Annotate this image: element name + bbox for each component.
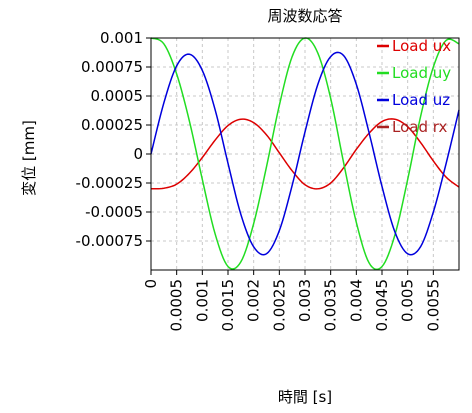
legend-label: Load ux <box>392 37 451 55</box>
legend-label: Load rx <box>392 118 448 136</box>
x-tick-label: 0.005 <box>399 279 417 322</box>
x-tick-label: 0 <box>142 279 160 289</box>
series-line-0 <box>150 118 460 190</box>
y-tick-label: 0.0005 <box>91 87 144 105</box>
y-tick-label: -0.00075 <box>76 232 143 250</box>
y-tick-label: 0.00025 <box>81 116 143 134</box>
y-tick-label: 0.00075 <box>81 58 143 76</box>
y-tick-label: 0 <box>133 145 143 163</box>
x-tick-label: 0.0005 <box>168 279 186 332</box>
x-tick-label: 0.002 <box>245 279 263 322</box>
chart-title: 周波数応答 <box>267 7 342 25</box>
x-tick-label: 0.0035 <box>322 279 340 332</box>
x-tick-label: 0.0045 <box>373 279 391 332</box>
x-tick-label: 0.0025 <box>270 279 288 332</box>
x-axis-label: 時間 [s] <box>278 388 332 406</box>
x-tick-label: 0.004 <box>347 279 365 322</box>
x-tick-label: 0.0055 <box>424 279 442 332</box>
legend-label: Load uz <box>392 91 450 109</box>
y-axis-ticks: 0.001 0.00075 0.0005 0.00025 0 -0.00025 -0.000… <box>76 29 151 250</box>
y-tick-label: 0.001 <box>100 29 143 47</box>
legend-label: Load uy <box>392 64 451 82</box>
x-tick-label: 0.003 <box>296 279 314 322</box>
y-axis-label: 変位 [mm] <box>20 120 38 196</box>
series-line-2 <box>150 51 460 256</box>
x-tick-label: 0.0015 <box>219 279 237 332</box>
y-tick-label: -0.00025 <box>76 174 143 192</box>
x-axis-ticks: 0 0.0005 0.001 0.0015 0.002 0.0025 0.003 0.0035… <box>142 270 442 332</box>
legend: Load ux Load uy Load uz Load rx <box>377 37 451 136</box>
y-tick-label: -0.0005 <box>85 203 143 221</box>
x-tick-label: 0.001 <box>193 279 211 322</box>
